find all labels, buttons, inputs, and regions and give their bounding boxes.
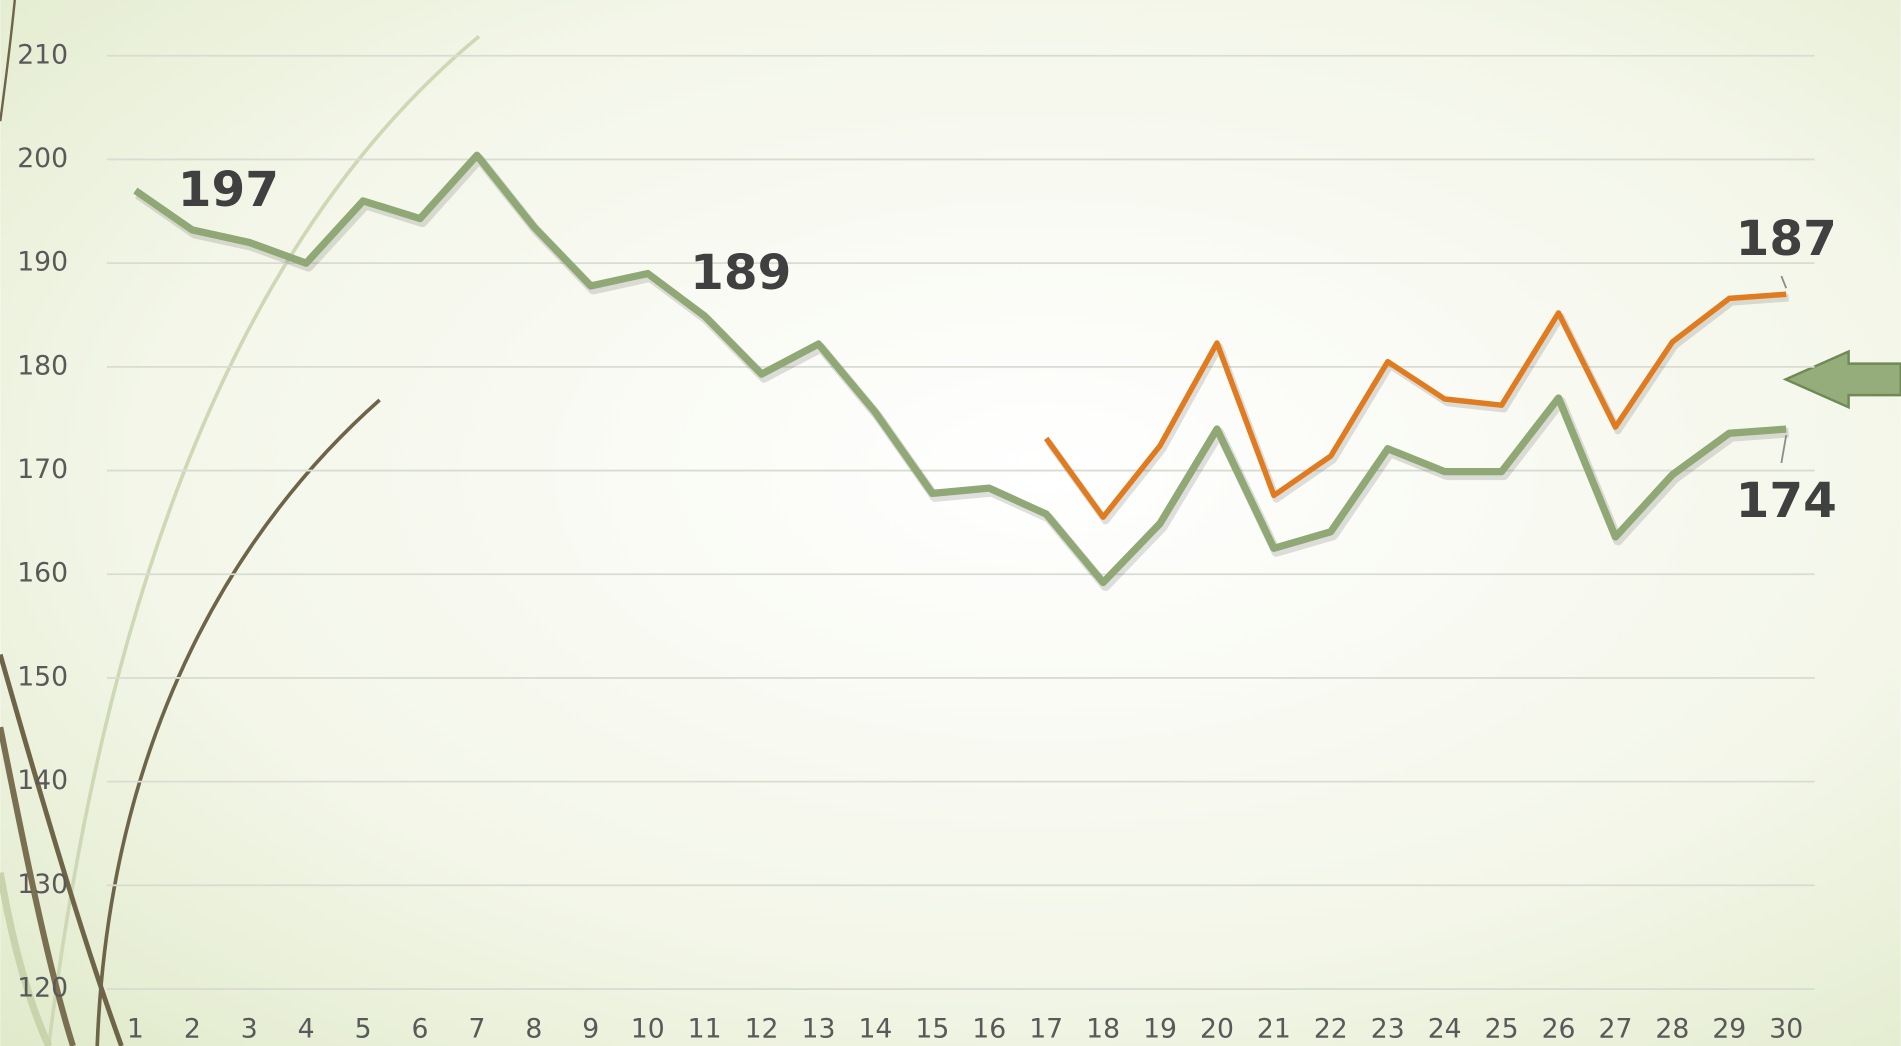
x-tick-label: 24 (1428, 1014, 1462, 1045)
y-tick-label: 160 (17, 558, 68, 589)
data-label: 187 (1736, 211, 1837, 267)
line-series (1043, 291, 1787, 520)
y-tick-label: 210 (17, 39, 68, 70)
line-series (133, 151, 1787, 587)
x-tick-label: 14 (858, 1014, 892, 1045)
x-tick-label: 15 (915, 1014, 949, 1045)
y-tick-label: 140 (17, 765, 68, 796)
data-label: 174 (1736, 473, 1837, 529)
x-tick-label: 5 (355, 1014, 372, 1045)
x-tick-label: 6 (412, 1014, 429, 1045)
x-tick-label: 3 (241, 1014, 258, 1045)
leader-line (1780, 275, 1788, 289)
y-tick-label: 200 (17, 143, 68, 174)
x-tick-label: 21 (1257, 1014, 1291, 1045)
deco-curve (0, 872, 53, 1046)
x-tick-label: 29 (1712, 1014, 1746, 1045)
x-tick-label: 10 (631, 1014, 665, 1045)
y-tick-label: 190 (17, 247, 68, 278)
x-tick-label: 4 (298, 1014, 315, 1045)
x-tick-label: 23 (1371, 1014, 1405, 1045)
x-tick-label: 1 (127, 1014, 144, 1045)
leader-line (1780, 434, 1788, 464)
deco-curve (0, 653, 124, 1046)
x-tick-label: 27 (1598, 1014, 1632, 1045)
x-tick-label: 20 (1200, 1014, 1234, 1045)
x-tick-label: 7 (468, 1014, 485, 1045)
x-tick-label: 16 (972, 1014, 1006, 1045)
deco-curve (95, 398, 381, 1046)
x-tick-label: 13 (802, 1014, 836, 1045)
x-tick-label: 11 (688, 1014, 722, 1045)
data-label: 189 (690, 245, 791, 301)
y-tick-label: 120 (17, 973, 68, 1004)
x-tick-label: 26 (1542, 1014, 1576, 1045)
x-tick-label: 18 (1086, 1014, 1120, 1045)
y-tick-label: 180 (17, 350, 68, 381)
x-tick-label: 28 (1655, 1014, 1689, 1045)
y-tick-label: 150 (17, 661, 68, 692)
deco-curve (46, 34, 481, 1046)
x-tick-label: 17 (1029, 1014, 1063, 1045)
deco-curve (0, 726, 76, 1046)
x-tick-label: 9 (582, 1014, 599, 1045)
decoration (0, 0, 481, 1046)
deco-curve (0, 0, 17, 122)
arrow (1782, 349, 1901, 410)
x-tick-label: 2 (184, 1014, 201, 1045)
x-tick-label: 25 (1485, 1014, 1519, 1045)
x-tick-label: 19 (1143, 1014, 1177, 1045)
y-tick-label: 130 (17, 869, 68, 900)
x-tick-label: 30 (1769, 1014, 1803, 1045)
y-tick-label: 170 (17, 454, 68, 485)
x-tick-label: 8 (525, 1014, 542, 1045)
x-tick-label: 22 (1314, 1014, 1348, 1045)
x-tick-label: 12 (745, 1014, 779, 1045)
data-label: 197 (178, 162, 279, 218)
